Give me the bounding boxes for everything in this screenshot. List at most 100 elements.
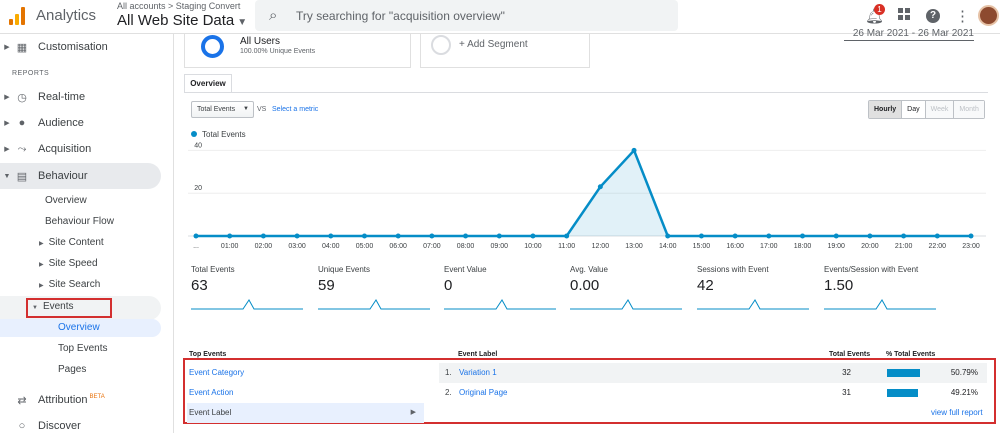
scorecard-value: 0.00 <box>570 277 600 294</box>
sidebar-item-behaviour-flow[interactable]: Behaviour Flow <box>45 216 114 227</box>
select-metric-link[interactable]: Select a metric <box>272 106 319 113</box>
x-tick-label: 12:00 <box>592 243 610 250</box>
sidebar-item-customisation[interactable]: ▶ ▦ Customisation <box>0 34 161 60</box>
expand-arrow-icon: ▶ <box>39 283 44 289</box>
sidebar-item-site-speed[interactable]: ▶ Site Speed <box>39 258 98 269</box>
sidebar-item-acquisition[interactable]: ▶ ⤳ Acquisition <box>0 136 161 162</box>
segment-name: All Users <box>240 36 281 47</box>
expand-arrow-icon: ▶ <box>4 146 10 153</box>
dimension-event-action[interactable]: Event Action <box>189 388 234 397</box>
data-point <box>395 233 401 239</box>
sidebar-item-audience[interactable]: ▶ ● Audience <box>0 110 161 136</box>
view-full-report-link[interactable]: view full report <box>931 408 983 417</box>
avatar[interactable] <box>978 5 999 26</box>
scorecard-total-events[interactable]: Total Events 63 <box>191 265 314 315</box>
x-tick-label: 15:00 <box>693 243 711 250</box>
data-point <box>530 233 536 239</box>
data-point <box>564 233 570 239</box>
sidebar-item-label: Site Speed <box>48 258 98 269</box>
sidebar-item-site-search[interactable]: ▶ Site Search <box>39 279 100 290</box>
dimension-event-category[interactable]: Event Category <box>189 368 245 377</box>
dimension-event-label[interactable]: Event Label ▶ <box>187 403 424 423</box>
person-icon: ● <box>18 117 26 129</box>
scorecard-sessions-with-event[interactable]: Sessions with Event 42 <box>697 265 820 315</box>
scorecard-label: Event Value <box>444 265 487 274</box>
sparkline-line <box>697 299 809 310</box>
scorecard-label: Total Events <box>191 265 235 274</box>
data-point <box>227 233 233 239</box>
metric-dropdown[interactable]: Total Events ▼ <box>191 101 254 118</box>
sidebar-item-pages[interactable]: Pages <box>58 364 87 375</box>
event-label-link[interactable]: Variation 1 <box>459 368 497 377</box>
sidebar-item-top-events[interactable]: Top Events <box>58 343 108 354</box>
x-tick-label: 03:00 <box>288 243 306 250</box>
week-button[interactable]: Week <box>925 101 955 118</box>
x-tick-label: 06:00 <box>389 243 407 250</box>
top-events-highlight-box <box>183 358 996 424</box>
x-tick-label: 23:00 <box>962 243 980 250</box>
breadcrumb[interactable]: All accounts > Staging Convert <box>117 1 241 11</box>
property-selector[interactable]: All Web Site Data ▼ <box>117 12 247 29</box>
metric-dropdown-label: Total Events <box>197 106 236 113</box>
month-button[interactable]: Month <box>954 101 984 118</box>
data-point <box>463 233 469 239</box>
sidebar-item-behaviour-overview[interactable]: Overview <box>45 195 87 206</box>
event-label-link[interactable]: Original Page <box>459 388 508 397</box>
pct-bar <box>887 369 920 377</box>
caret-down-icon: ▼ <box>243 106 249 112</box>
scorecard-events-per-session[interactable]: Events/Session with Event 1.50 <box>824 265 947 315</box>
data-point <box>968 233 974 239</box>
scorecard-event-value[interactable]: Event Value 0 <box>444 265 567 315</box>
sparkline <box>697 299 809 310</box>
sidebar-item-label: Attribution BETA <box>38 394 105 406</box>
help-icon[interactable]: ? <box>926 9 940 23</box>
sidebar-item-attribution[interactable]: ⇄ Attribution BETA <box>0 387 161 413</box>
top-events-header: Top Events <box>189 351 227 358</box>
more-vert-icon[interactable]: ⋮ <box>955 8 970 25</box>
search-bar[interactable]: ⌕ Try searching for "acquisition overvie… <box>255 0 678 31</box>
event-label-column-header: Event Label <box>458 351 498 358</box>
data-point <box>193 233 199 239</box>
date-range-picker[interactable]: 26 Mar 2021 - 26 Mar 2021 <box>844 28 974 41</box>
data-point <box>800 233 806 239</box>
hourly-button[interactable]: Hourly <box>869 101 903 118</box>
add-segment-button[interactable]: + Add Segment <box>420 34 590 68</box>
sidebar-item-realtime[interactable]: ▶ ◷ Real-time <box>0 84 161 110</box>
sparkline-line <box>570 299 682 310</box>
day-button[interactable]: Day <box>902 101 926 118</box>
chart-area <box>196 150 971 236</box>
legend-label: Total Events <box>202 130 246 139</box>
row-index: 2. <box>445 388 452 397</box>
x-tick-label: 16:00 <box>726 243 744 250</box>
x-tick-label: 04:00 <box>322 243 340 250</box>
scorecard-avg-value[interactable]: Avg. Value 0.00 <box>570 265 693 315</box>
data-point <box>833 233 839 239</box>
sidebar-item-events[interactable]: ▼ Events <box>32 301 74 312</box>
sidebar: ▶ ▦ Customisation REPORTS ▶ ◷ Real-time … <box>0 34 174 433</box>
clock-icon: ◷ <box>17 91 27 104</box>
caret-down-icon: ▼ <box>237 17 248 28</box>
x-tick-label: 20:00 <box>861 243 879 250</box>
sidebar-item-behaviour[interactable]: ▼ ▤ Behaviour <box>0 163 161 189</box>
tab-overview[interactable]: Overview <box>184 74 232 93</box>
behaviour-icon: ▤ <box>16 170 28 183</box>
sparkline-line <box>824 299 936 310</box>
scorecard-unique-events[interactable]: Unique Events 59 <box>318 265 441 315</box>
pct-bar <box>887 389 919 397</box>
pct-value: 50.79% <box>950 368 978 377</box>
dimension-label: Event Label <box>189 408 232 417</box>
sidebar-item-label: Events <box>42 301 74 312</box>
sidebar-item-events-overview[interactable]: Overview <box>58 322 100 333</box>
attribution-label: Attribution <box>38 394 88 406</box>
sidebar-item-label: Real-time <box>38 91 86 103</box>
main-content: All Users 100.00% Unique Events + Add Se… <box>174 28 1000 433</box>
x-tick-label: 19:00 <box>827 243 845 250</box>
x-tick-label: 07:00 <box>423 243 441 250</box>
vs-label: VS <box>257 106 267 113</box>
analytics-logo-icon[interactable] <box>9 7 25 25</box>
sidebar-item-site-content[interactable]: ▶ Site Content <box>39 237 104 248</box>
segment-all-users[interactable]: All Users 100.00% Unique Events <box>184 34 411 68</box>
sidebar-item-discover[interactable]: ○ Discover <box>0 413 161 439</box>
scorecard-value: 0 <box>444 277 453 294</box>
apps-grid-icon[interactable] <box>897 7 911 25</box>
